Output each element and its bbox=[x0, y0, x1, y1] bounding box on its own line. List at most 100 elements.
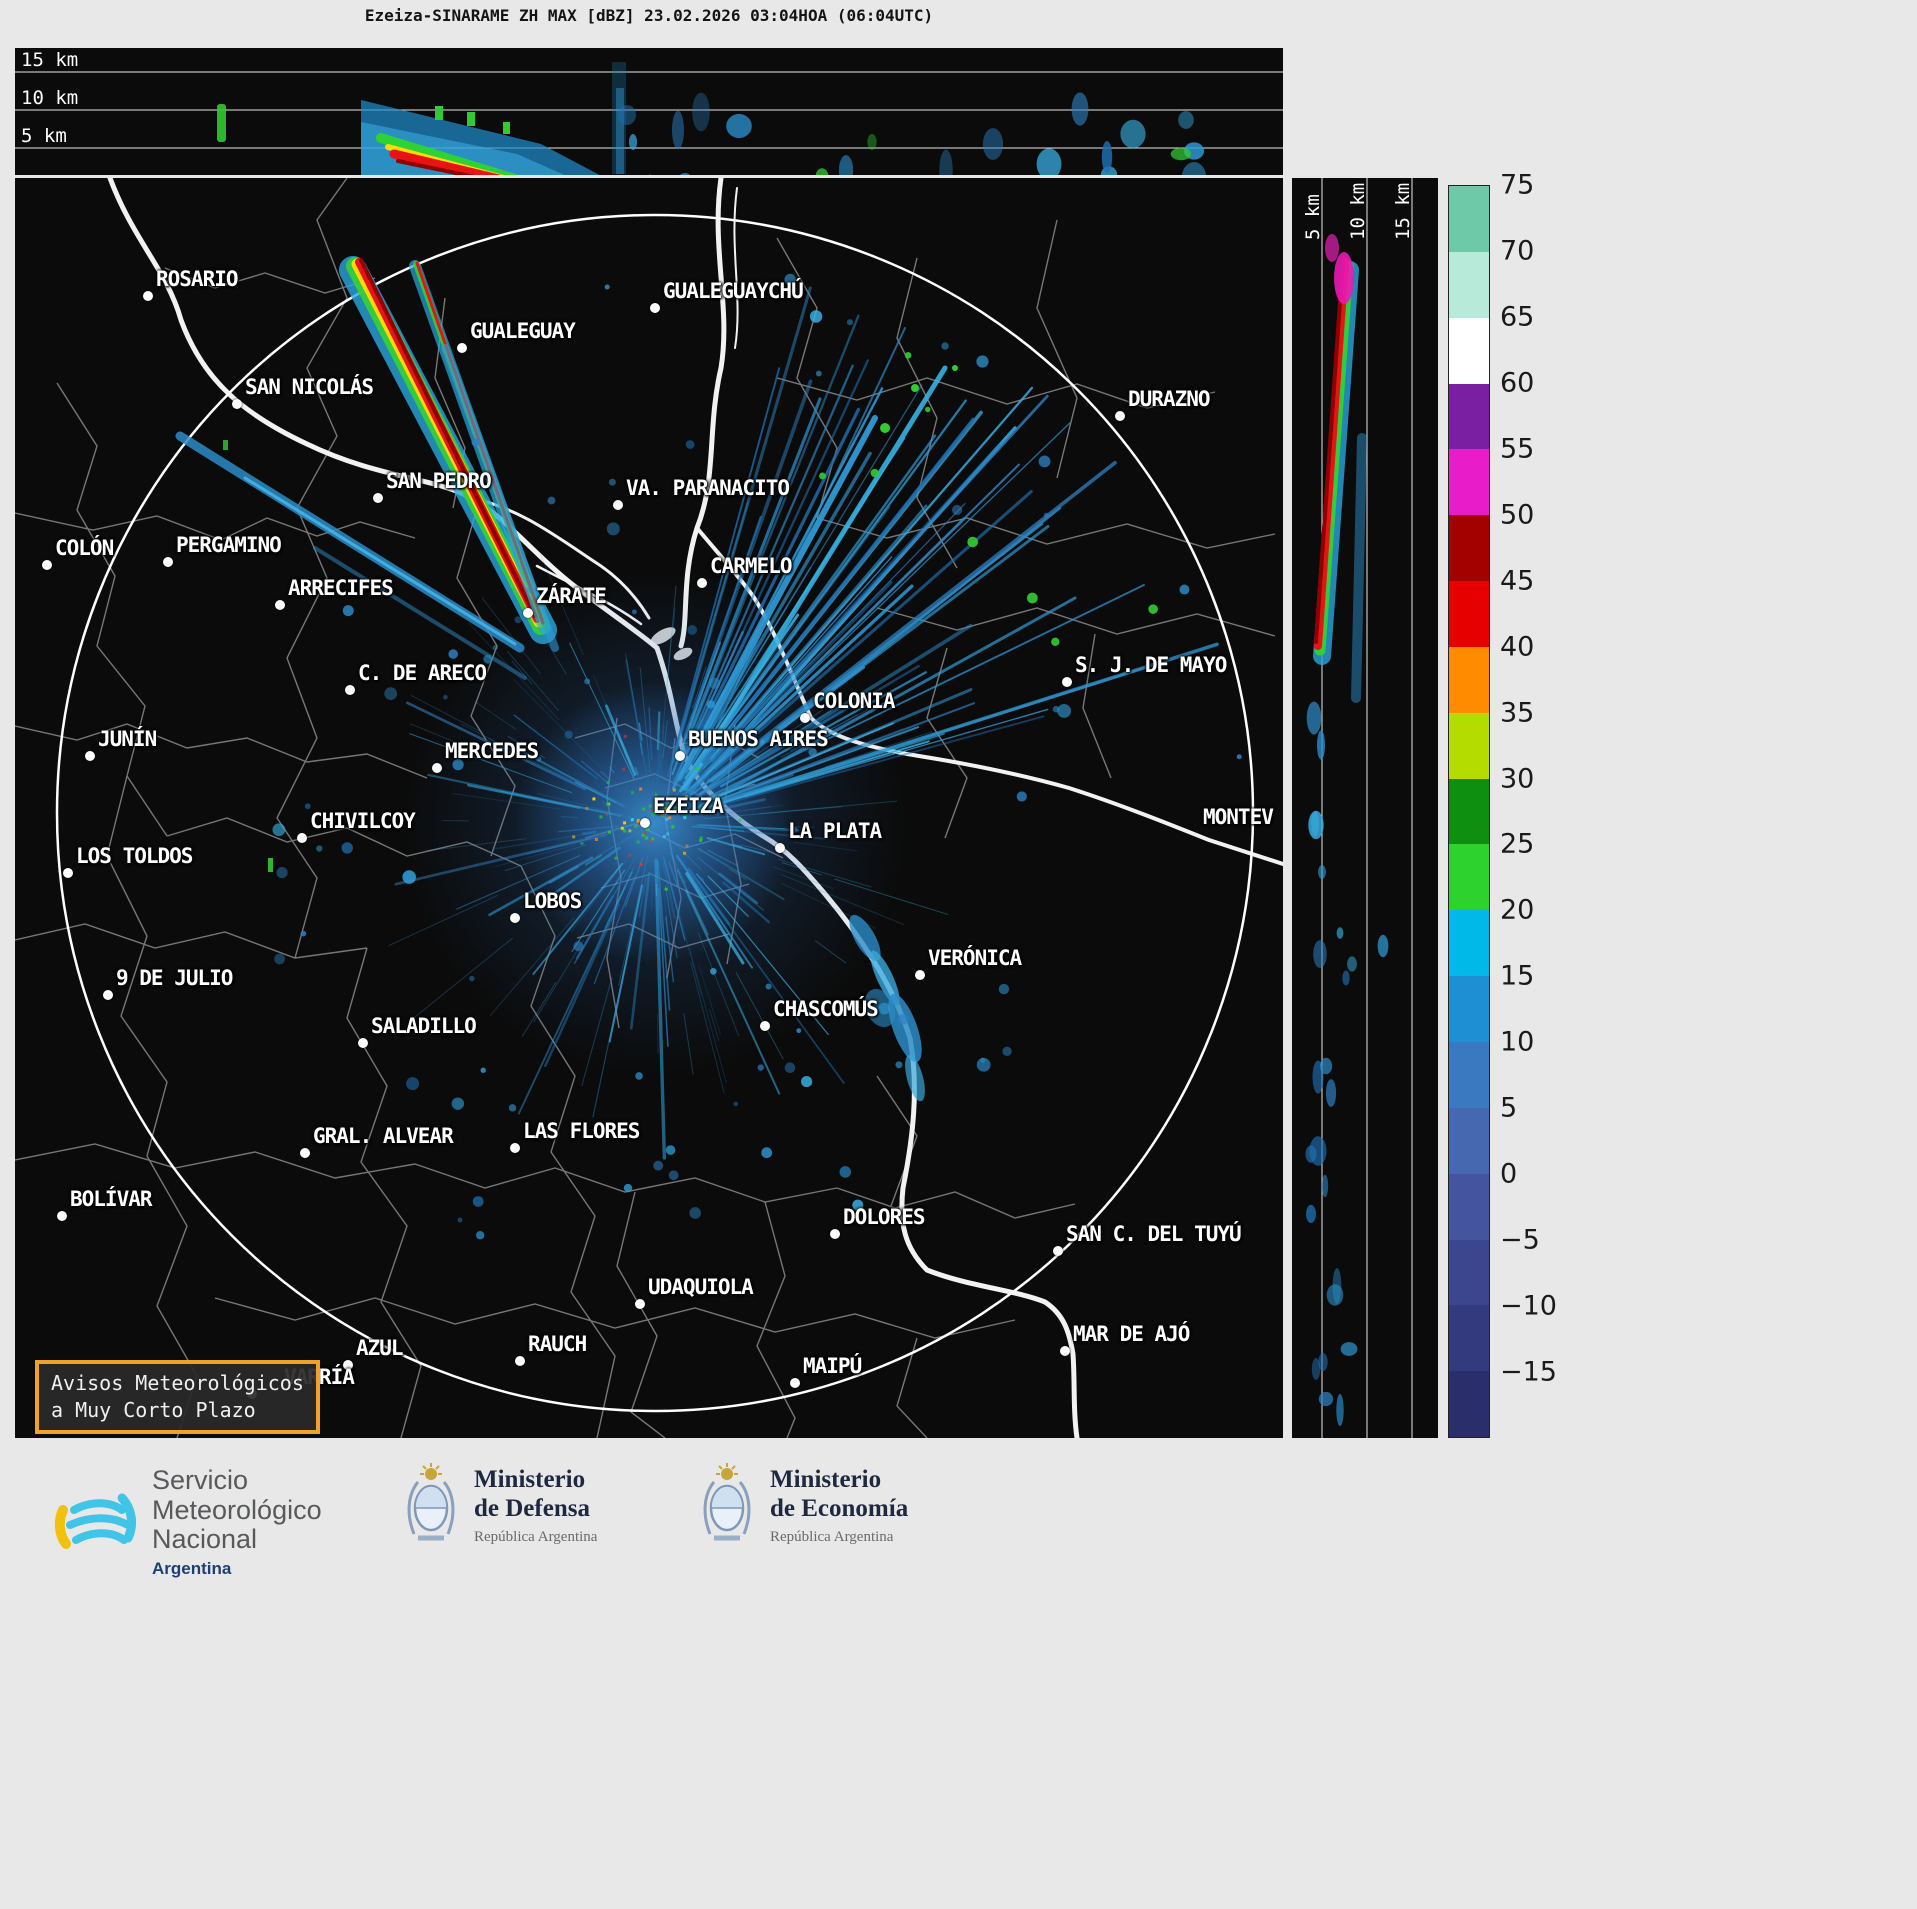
colorbar-tick: 65 bbox=[1500, 301, 1535, 333]
city-label: S. J. DE MAYO bbox=[1075, 653, 1227, 677]
height-gridlines bbox=[15, 71, 1283, 149]
city-dot bbox=[640, 818, 650, 828]
radar-echo bbox=[696, 873, 829, 1035]
city-label: BUENOS AIRES bbox=[688, 727, 829, 751]
city-label: DOLORES bbox=[843, 1205, 926, 1229]
right-cross-section-panel: 5 km 10 km 15 km bbox=[1292, 178, 1438, 1438]
city-dot bbox=[830, 1229, 840, 1239]
colorbar-segment bbox=[1449, 1173, 1489, 1240]
radar-echo bbox=[697, 857, 765, 912]
radar-echo bbox=[781, 874, 905, 926]
radar-echo bbox=[1318, 1352, 1328, 1372]
radar-echo bbox=[664, 811, 668, 815]
city-dot bbox=[790, 1378, 800, 1388]
top-cross-section-panel: 15 km 10 km 5 km bbox=[15, 48, 1283, 175]
city-dot bbox=[457, 343, 467, 353]
radar-echo bbox=[341, 842, 353, 854]
radar-echo bbox=[691, 556, 802, 757]
radar-echo bbox=[694, 584, 1145, 805]
radar-echo bbox=[725, 744, 761, 772]
radar-echo bbox=[733, 844, 743, 848]
city-dot bbox=[510, 913, 520, 923]
radar-echo bbox=[493, 828, 616, 850]
radar-echo bbox=[796, 1028, 802, 1034]
radar-echo bbox=[581, 760, 612, 787]
city-dot bbox=[432, 763, 442, 773]
radar-echo bbox=[815, 168, 829, 175]
radar-echo bbox=[781, 862, 822, 876]
radar-echo bbox=[669, 852, 686, 884]
radar-echo bbox=[758, 800, 897, 815]
radar-echo bbox=[581, 830, 597, 836]
radar-echo bbox=[489, 917, 575, 1017]
radar-echo bbox=[1071, 92, 1089, 126]
city-dot bbox=[163, 557, 173, 567]
radar-echo bbox=[676, 869, 709, 936]
radar-echo bbox=[1317, 730, 1325, 760]
radar-echo bbox=[732, 724, 751, 744]
radar-echo bbox=[1002, 1046, 1012, 1057]
city-label: MERCEDES bbox=[445, 739, 539, 763]
defensa-crest-icon bbox=[407, 1463, 455, 1541]
radar-echo bbox=[451, 1097, 465, 1110]
city-dot bbox=[275, 600, 285, 610]
radar-echo bbox=[514, 746, 625, 808]
city-dot bbox=[1115, 411, 1125, 421]
radar-echo bbox=[639, 667, 651, 774]
colorbar-tick: 45 bbox=[1500, 565, 1535, 597]
city-dot bbox=[345, 685, 355, 695]
radar-echo bbox=[638, 722, 643, 741]
radar-echo bbox=[666, 367, 781, 778]
radar-echo bbox=[697, 932, 740, 1037]
radar-echo bbox=[599, 815, 603, 819]
colorbar-segment bbox=[1449, 449, 1489, 516]
radar-echo bbox=[939, 149, 953, 175]
radar-echo bbox=[683, 1013, 694, 1075]
radar-echo bbox=[717, 652, 730, 678]
colorbar-tick: −5 bbox=[1500, 1224, 1540, 1256]
radar-echo bbox=[474, 701, 517, 730]
city-label: SAN NICOLÁS bbox=[245, 375, 374, 399]
radar-echo bbox=[765, 983, 772, 990]
radar-echo bbox=[547, 496, 556, 505]
smn-name-line2: Meteorológico bbox=[152, 1494, 322, 1525]
radar-echo bbox=[604, 866, 635, 929]
radar-echo bbox=[839, 1166, 852, 1178]
radar-echo bbox=[745, 621, 797, 695]
city-dot bbox=[523, 608, 533, 618]
radar-echo bbox=[593, 875, 636, 985]
radar-echo bbox=[751, 605, 788, 664]
radar-echo bbox=[661, 813, 665, 817]
city-dot bbox=[358, 1038, 368, 1048]
radar-echo bbox=[834, 878, 949, 916]
radar-echo bbox=[448, 649, 458, 659]
radar-echo bbox=[698, 805, 708, 810]
city-label: SAN PEDRO bbox=[386, 469, 492, 493]
radar-echo bbox=[1170, 147, 1192, 161]
radar-echo bbox=[718, 872, 758, 905]
radar-echo bbox=[645, 836, 649, 840]
city-dot bbox=[510, 1143, 520, 1153]
radar-echo bbox=[701, 798, 766, 815]
radar-echo bbox=[631, 609, 637, 615]
city-label: AZUL bbox=[356, 1336, 404, 1360]
radar-echo bbox=[1036, 148, 1062, 175]
radar-echo bbox=[471, 438, 480, 447]
top-echo-scatter bbox=[618, 92, 1207, 175]
radar-echo bbox=[648, 707, 653, 761]
city-label: MAR DE AJÓ bbox=[1073, 1322, 1190, 1346]
colorbar-segment bbox=[1449, 778, 1489, 845]
radar-echo bbox=[638, 877, 647, 918]
radar-echo bbox=[620, 826, 624, 830]
city-dot bbox=[232, 399, 242, 409]
radar-echo bbox=[808, 747, 817, 757]
top-cross-section-canvas bbox=[15, 62, 1283, 175]
radar-echo bbox=[662, 856, 686, 941]
radar-echo bbox=[697, 399, 967, 765]
radar-echo bbox=[1332, 1268, 1342, 1304]
radar-echo bbox=[789, 708, 869, 752]
radar-echo bbox=[676, 807, 680, 811]
radar-echo bbox=[500, 743, 510, 753]
radar-echo bbox=[870, 468, 879, 478]
city-label: CARMELO bbox=[710, 554, 793, 578]
